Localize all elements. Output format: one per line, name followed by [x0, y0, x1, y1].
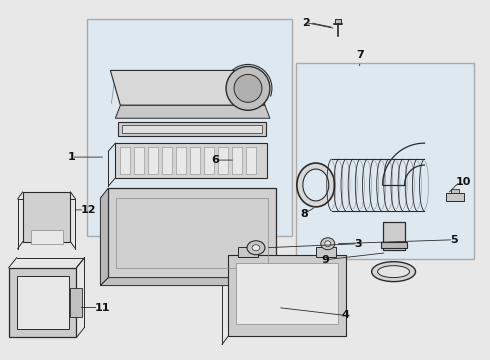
- Bar: [9, 268, 76, 337]
- Bar: [23, 192, 71, 242]
- Text: 5: 5: [450, 235, 457, 245]
- Text: 8: 8: [300, 209, 308, 219]
- Ellipse shape: [297, 163, 335, 207]
- Polygon shape: [110, 71, 265, 105]
- Text: 10: 10: [455, 177, 471, 187]
- Text: 1: 1: [68, 152, 75, 162]
- Text: 11: 11: [95, 302, 110, 312]
- Bar: [121, 147, 130, 174]
- Text: 7: 7: [356, 50, 364, 60]
- Bar: [218, 147, 228, 174]
- Text: 3: 3: [354, 239, 362, 249]
- Bar: [134, 147, 144, 174]
- Ellipse shape: [234, 75, 262, 102]
- Bar: [451, 189, 460, 193]
- Bar: [122, 125, 262, 133]
- Bar: [71, 288, 82, 318]
- Bar: [238, 247, 258, 257]
- Bar: [148, 147, 158, 174]
- Text: 2: 2: [302, 18, 310, 28]
- Text: 9: 9: [322, 255, 330, 265]
- Ellipse shape: [321, 238, 335, 250]
- Ellipse shape: [226, 67, 270, 110]
- Bar: [232, 147, 242, 174]
- Text: 4: 4: [342, 310, 350, 320]
- Bar: [17, 276, 69, 329]
- Bar: [246, 147, 256, 174]
- Polygon shape: [100, 188, 108, 285]
- Ellipse shape: [303, 169, 329, 201]
- Bar: [176, 147, 186, 174]
- Bar: [116, 198, 268, 268]
- Bar: [228, 255, 346, 336]
- Ellipse shape: [371, 262, 416, 282]
- Bar: [335, 19, 341, 24]
- Ellipse shape: [325, 241, 331, 247]
- Bar: [162, 147, 172, 174]
- Bar: [383, 222, 405, 250]
- Ellipse shape: [252, 245, 260, 251]
- Text: 6: 6: [211, 155, 219, 165]
- Polygon shape: [100, 278, 280, 285]
- Bar: [316, 247, 336, 257]
- Ellipse shape: [378, 266, 410, 278]
- Bar: [190, 147, 200, 174]
- Ellipse shape: [247, 241, 265, 255]
- Bar: [296, 63, 474, 259]
- Text: 12: 12: [80, 205, 96, 215]
- Bar: [204, 147, 214, 174]
- Bar: [119, 122, 266, 136]
- Polygon shape: [115, 105, 270, 118]
- Bar: [87, 19, 292, 236]
- Bar: [30, 230, 63, 244]
- Bar: [381, 242, 407, 248]
- Bar: [108, 188, 276, 278]
- Bar: [115, 143, 267, 178]
- Bar: [446, 193, 465, 201]
- Bar: [236, 263, 338, 324]
